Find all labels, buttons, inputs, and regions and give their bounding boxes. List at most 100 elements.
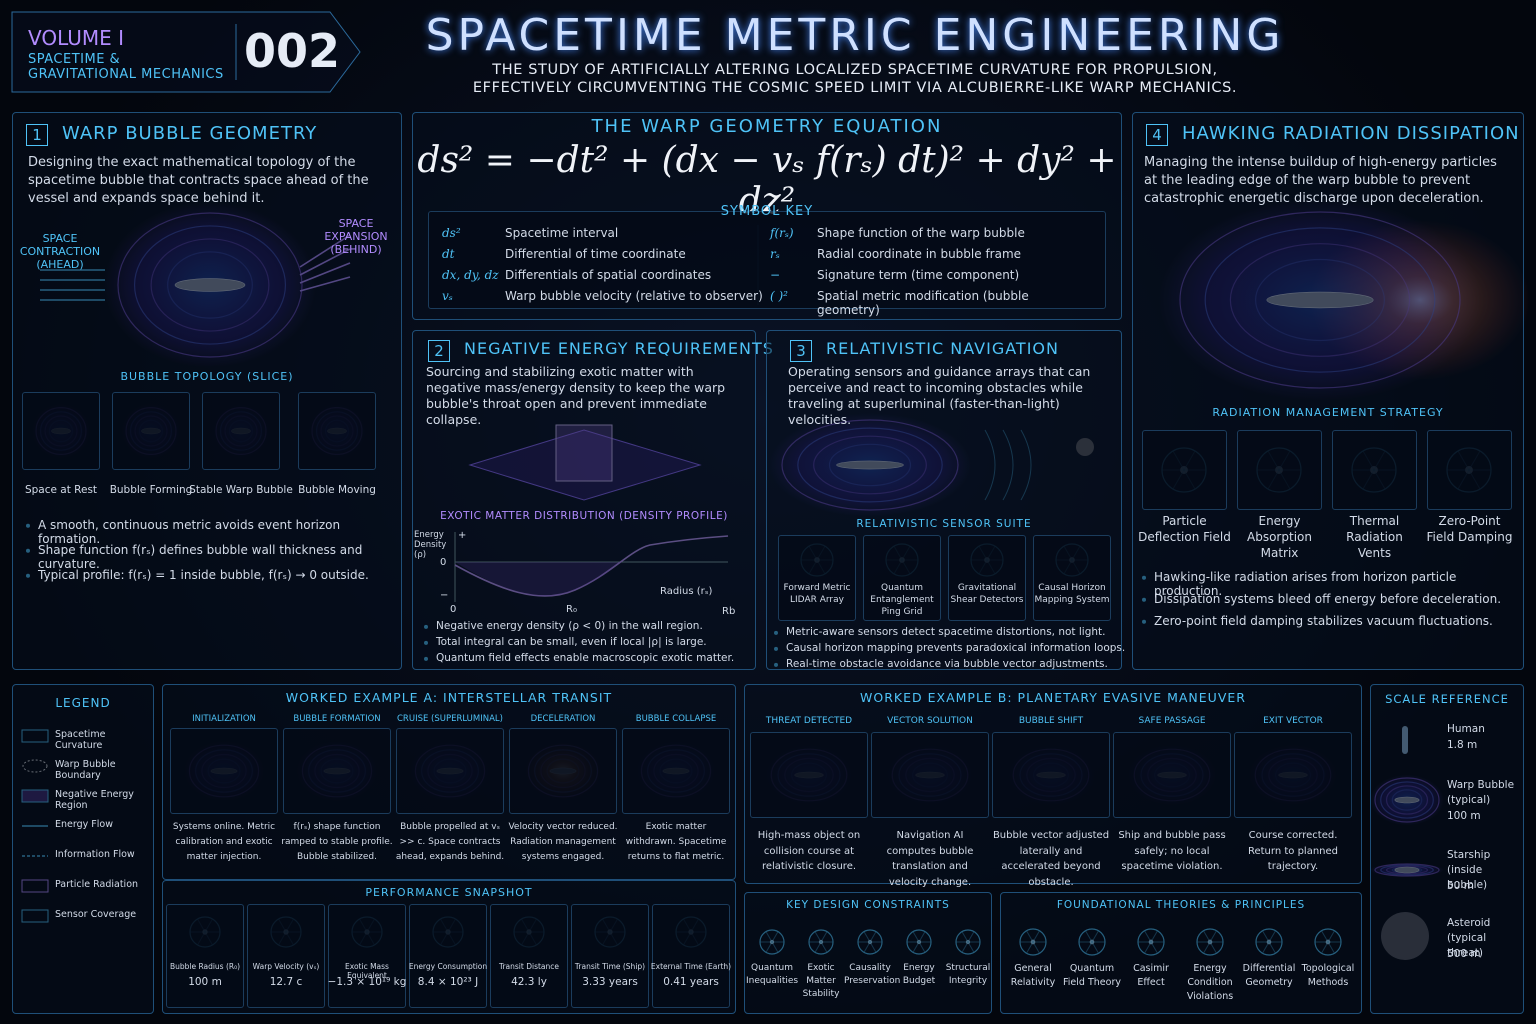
x-axis-label: Radius (rₛ)	[660, 586, 713, 597]
metric-label: Bubble Radius (R₀)	[169, 962, 241, 971]
symbol: dt	[442, 247, 455, 261]
bullet: Metric-aware sensors detect spacetime di…	[786, 626, 1106, 638]
stage-caption: Exotic matter withdrawn. Spacetime retur…	[625, 822, 727, 862]
topology-label: Stable Warp Bubble	[189, 484, 293, 496]
thumbnail	[622, 728, 730, 814]
issue-number: 002	[244, 24, 341, 78]
symbol: ( )²	[770, 289, 788, 303]
stage-caption: Ship and bubble pass safely; no local sp…	[1118, 830, 1226, 872]
topology-label: Space at Rest	[24, 484, 98, 496]
symbol: ds²	[442, 226, 461, 240]
symbol-meaning: Warp bubble velocity (relative to observ…	[505, 289, 763, 303]
x-mark: 0	[450, 604, 457, 615]
metric-label: Transit Time (Ship)	[574, 962, 646, 971]
legend-item: Negative Energy Region	[55, 789, 134, 811]
legend-item: Spacetime Curvature	[55, 729, 106, 751]
legend-title: LEGEND	[55, 696, 111, 710]
key-title: SYMBOL KEY	[720, 204, 814, 219]
equation-title: THE WARP GEOMETRY EQUATION	[591, 116, 943, 137]
volume: VOLUME I	[28, 26, 125, 50]
section-title: PERFORMANCE SNAPSHOT	[365, 886, 533, 899]
sensor-card	[948, 535, 1026, 621]
stage-label: VECTOR SOLUTION	[887, 716, 973, 726]
metric-value: 3.33 years	[582, 976, 638, 988]
legend-item: Warp Bubble Boundary	[55, 759, 116, 781]
scale-name: Asteroid (typical threat)	[1447, 917, 1491, 959]
theories-panel	[1000, 892, 1362, 1014]
section-title: RELATIVISTIC SENSOR SUITE	[856, 518, 1032, 530]
stage-caption: High-mass object on collision course at …	[757, 830, 861, 872]
panel-title: NEGATIVE ENERGY REQUIREMENTS	[464, 339, 774, 358]
metric-value: 42.3 ly	[511, 976, 547, 988]
legend-item: Sensor Coverage	[55, 909, 137, 920]
scale-name: Human	[1447, 723, 1485, 735]
thumbnail	[170, 728, 278, 814]
stage-caption: Velocity vector reduced. Radiation manag…	[508, 822, 618, 862]
thumbnail	[112, 392, 190, 470]
thumbnail	[283, 728, 391, 814]
panel-number: 2	[428, 340, 450, 362]
bullet: Total integral can be small, even if loc…	[436, 636, 707, 648]
thumbnail	[1113, 732, 1231, 818]
panel-number: 1	[26, 124, 48, 146]
equation: ds² = −dt² + (dx − vₛ f(rₛ) dt)² + dy² +…	[417, 140, 1117, 222]
sensor-label: Causal Horizon Mapping System	[1034, 583, 1110, 605]
strategy-label: Zero-Point Field Damping	[1426, 514, 1513, 544]
metric-value: 0.41 years	[663, 976, 719, 988]
symbol-key	[428, 211, 1106, 309]
stage-label: CRUISE (SUPERLUMINAL)	[397, 714, 503, 724]
sensor-label: Quantum Entanglement Ping Grid	[870, 583, 934, 617]
scale-size: 1.8 m	[1447, 739, 1478, 751]
strategy-card	[1427, 430, 1512, 510]
symbol: −	[770, 268, 781, 282]
thumbnail	[1234, 732, 1352, 818]
stage-label: SAFE PASSAGE	[1138, 716, 1206, 726]
y-axis-label: Energy Density (ρ)	[414, 530, 447, 560]
stage-caption: Course corrected. Return to planned traj…	[1247, 830, 1338, 872]
legend-item: Particle Radiation	[55, 879, 139, 890]
sensor-card	[778, 535, 856, 621]
topology-label: Bubble Forming	[109, 484, 193, 496]
bullet: Zero-point field damping stabilizes vacu…	[1154, 614, 1493, 628]
symbol-meaning: Spatial metric modification (bubble geom…	[817, 289, 1029, 317]
metric-label: External Time (Earth)	[650, 962, 732, 971]
y-mark: +	[458, 530, 467, 541]
legend-panel	[12, 684, 154, 1014]
strategy-label: Particle Deflection Field	[1138, 514, 1231, 544]
metric-label: Exotic Mass Equivalent	[345, 962, 389, 980]
main-title: SPACETIME METRIC ENGINEERING	[425, 10, 1285, 61]
example-title: WORKED EXAMPLE B: PLANETARY EVASIVE MANE…	[860, 690, 1246, 705]
metric-value: −1.3 × 10¹⁹ kg	[327, 976, 407, 988]
topology-label: Bubble Moving	[298, 484, 376, 496]
tagline: THE STUDY OF ARTIFICIALLY ALTERING LOCAL…	[492, 62, 1218, 78]
sensor-card	[863, 535, 941, 621]
theory-label: General Relativity	[1010, 963, 1056, 988]
symbol-meaning: Spacetime interval	[505, 226, 619, 240]
metric-card	[247, 904, 325, 1008]
y-mark: −	[440, 590, 449, 601]
bullet: Hawking-like radiation arises from horiz…	[1154, 570, 1457, 598]
negative-energy-panel	[412, 330, 756, 670]
thumbnail	[992, 732, 1110, 818]
thumbnail	[202, 392, 280, 470]
symbol: f(rₛ)	[770, 226, 794, 240]
symbol-meaning: Differentials of spatial coordinates	[505, 268, 712, 282]
theory-label: Quantum Field Theory	[1063, 963, 1121, 988]
description: Sourcing and stabilizing exotic matter w…	[426, 364, 726, 427]
section-title: BUBBLE TOPOLOGY (SLICE)	[120, 370, 294, 383]
thumbnail	[22, 392, 100, 470]
strategy-card	[1332, 430, 1417, 510]
metric-label: Energy Consumption	[408, 962, 488, 971]
metric-card	[409, 904, 487, 1008]
theory-label: Casimir Effect	[1133, 963, 1169, 988]
bullet: Quantum field effects enable macroscopic…	[436, 652, 735, 664]
thumbnail	[298, 392, 376, 470]
stage-label: EXIT VECTOR	[1263, 716, 1323, 726]
stage-caption: Navigation AI computes bubble translatio…	[886, 830, 974, 888]
stage-caption: f(rₛ) shape function ramped to stable pr…	[281, 822, 393, 862]
constraint-label: Structural Integrity	[945, 963, 991, 986]
metric-card	[166, 904, 244, 1008]
stage-label: BUBBLE COLLAPSE	[635, 714, 717, 724]
x-mark: R₀	[566, 604, 577, 615]
